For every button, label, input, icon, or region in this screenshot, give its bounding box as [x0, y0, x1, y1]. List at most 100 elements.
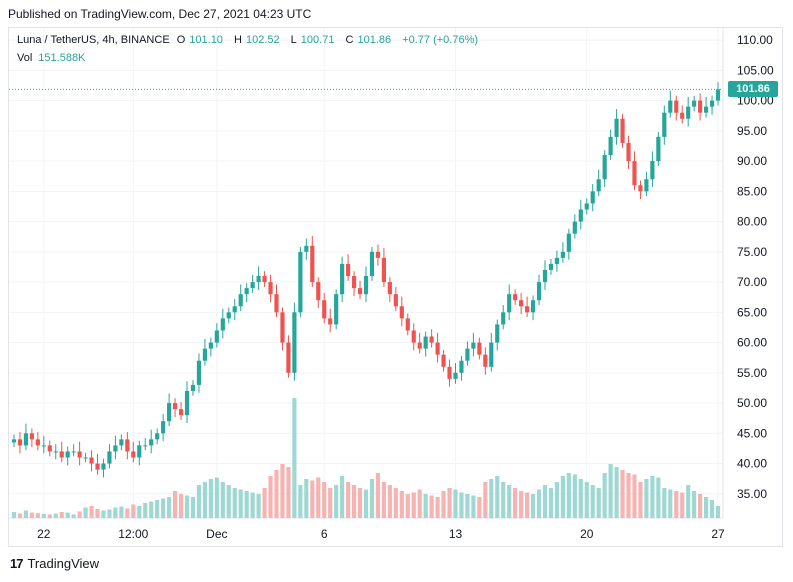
candle-body [548, 263, 554, 270]
candle-body [405, 318, 410, 331]
volume-bar [536, 489, 542, 518]
close-value: 101.86 [357, 34, 392, 46]
candle-body [274, 294, 279, 313]
candle-body [680, 112, 685, 119]
volume-bar [137, 506, 142, 518]
candle-body [596, 179, 601, 192]
candle-body [602, 155, 607, 180]
volume-bar [405, 494, 410, 518]
candle-body [638, 185, 643, 192]
volume-bar [149, 501, 154, 518]
volume-bar [644, 479, 649, 518]
candle-body [286, 342, 291, 373]
low-value: 100.71 [300, 34, 335, 46]
volume-bar [554, 482, 560, 518]
y-tick-label: 95.00 [737, 124, 767, 138]
volume-bar [519, 491, 524, 518]
tradingview-logo-icon: 17 [10, 556, 24, 571]
volume-bar [155, 500, 160, 518]
volume-bar [680, 492, 685, 518]
candle-body [310, 245, 315, 283]
volume-bar [184, 495, 190, 518]
volume-bar [268, 476, 273, 518]
tradingview-logo[interactable]: 17 TradingView [10, 556, 99, 571]
candle-body [167, 403, 172, 422]
candle-body [363, 276, 369, 295]
candle-body [429, 336, 434, 343]
volume-bar [483, 482, 488, 518]
close-label: C 101.86 [345, 34, 392, 46]
volume-bar [178, 494, 184, 518]
volume-bar [256, 494, 261, 518]
volume-bar [507, 485, 512, 518]
candle-body [113, 445, 118, 452]
volume-bar [238, 489, 243, 518]
candle-body [304, 245, 309, 252]
open-label: O 101.10 [176, 34, 223, 46]
volume-bar [59, 512, 64, 518]
volume-bar [334, 485, 339, 518]
volume-bar [346, 482, 351, 518]
volume-bar [310, 480, 315, 518]
y-tick-label: 40.00 [737, 457, 767, 471]
candle-body [715, 89, 721, 101]
volume-bar [316, 477, 321, 518]
volume-bar [686, 485, 691, 518]
high-value: 102.52 [245, 34, 280, 46]
volume-bar [495, 476, 500, 518]
candle-body [560, 251, 565, 258]
candle-body [453, 372, 458, 379]
y-tick-label: 35.00 [737, 487, 767, 501]
candle-body [686, 106, 691, 119]
volume-bar [357, 488, 363, 518]
volume-bar [101, 510, 106, 518]
candle-body [161, 421, 166, 434]
volume-bar [626, 473, 631, 518]
volume-bar [208, 479, 213, 518]
candle-body [262, 276, 267, 283]
volume-bar [280, 464, 285, 518]
volume-bar [172, 491, 178, 518]
x-tick-label: Dec [206, 527, 227, 541]
candle-body [626, 142, 631, 162]
candle-body [292, 312, 297, 373]
x-tick-label: 6 [321, 527, 328, 541]
volume-bar [244, 491, 249, 518]
candle-body [447, 366, 452, 379]
volume-bar [668, 489, 673, 518]
symbol-label[interactable]: Luna / TetherUS, 4h, BINANCE [17, 34, 170, 46]
candle-body [471, 342, 476, 349]
volume-bar [698, 494, 703, 518]
y-tick-label: 85.00 [737, 184, 767, 198]
candle-body [178, 409, 184, 416]
y-tick-label: 110.00 [737, 33, 773, 47]
candle-body [501, 312, 506, 325]
volume-bar [399, 491, 404, 518]
candle-body [357, 288, 363, 295]
x-tick-label: 22 [37, 527, 51, 541]
volume-bar [232, 488, 237, 518]
volume-bar [286, 467, 291, 518]
y-tick-label: 55.00 [737, 366, 767, 380]
high-label: H 102.52 [234, 34, 280, 46]
volume-bar [381, 482, 386, 518]
x-tick-label: 13 [449, 527, 463, 541]
volume-bar [23, 510, 29, 518]
candle-body [608, 136, 613, 156]
candle-body [709, 100, 715, 107]
candle-body [172, 403, 178, 410]
candle-body [101, 463, 106, 470]
candle-body [208, 342, 213, 349]
candle-body [489, 342, 494, 367]
volume-bar [465, 494, 470, 518]
candle-body [399, 306, 404, 319]
volume-bar [83, 507, 88, 518]
volume-bar [489, 479, 494, 518]
volume-bar [596, 488, 601, 518]
volume-bar [662, 488, 667, 518]
candle-body [244, 288, 249, 295]
volume-label[interactable]: Vol [17, 52, 33, 64]
volume-bar [477, 497, 482, 518]
candle-body [226, 312, 231, 319]
